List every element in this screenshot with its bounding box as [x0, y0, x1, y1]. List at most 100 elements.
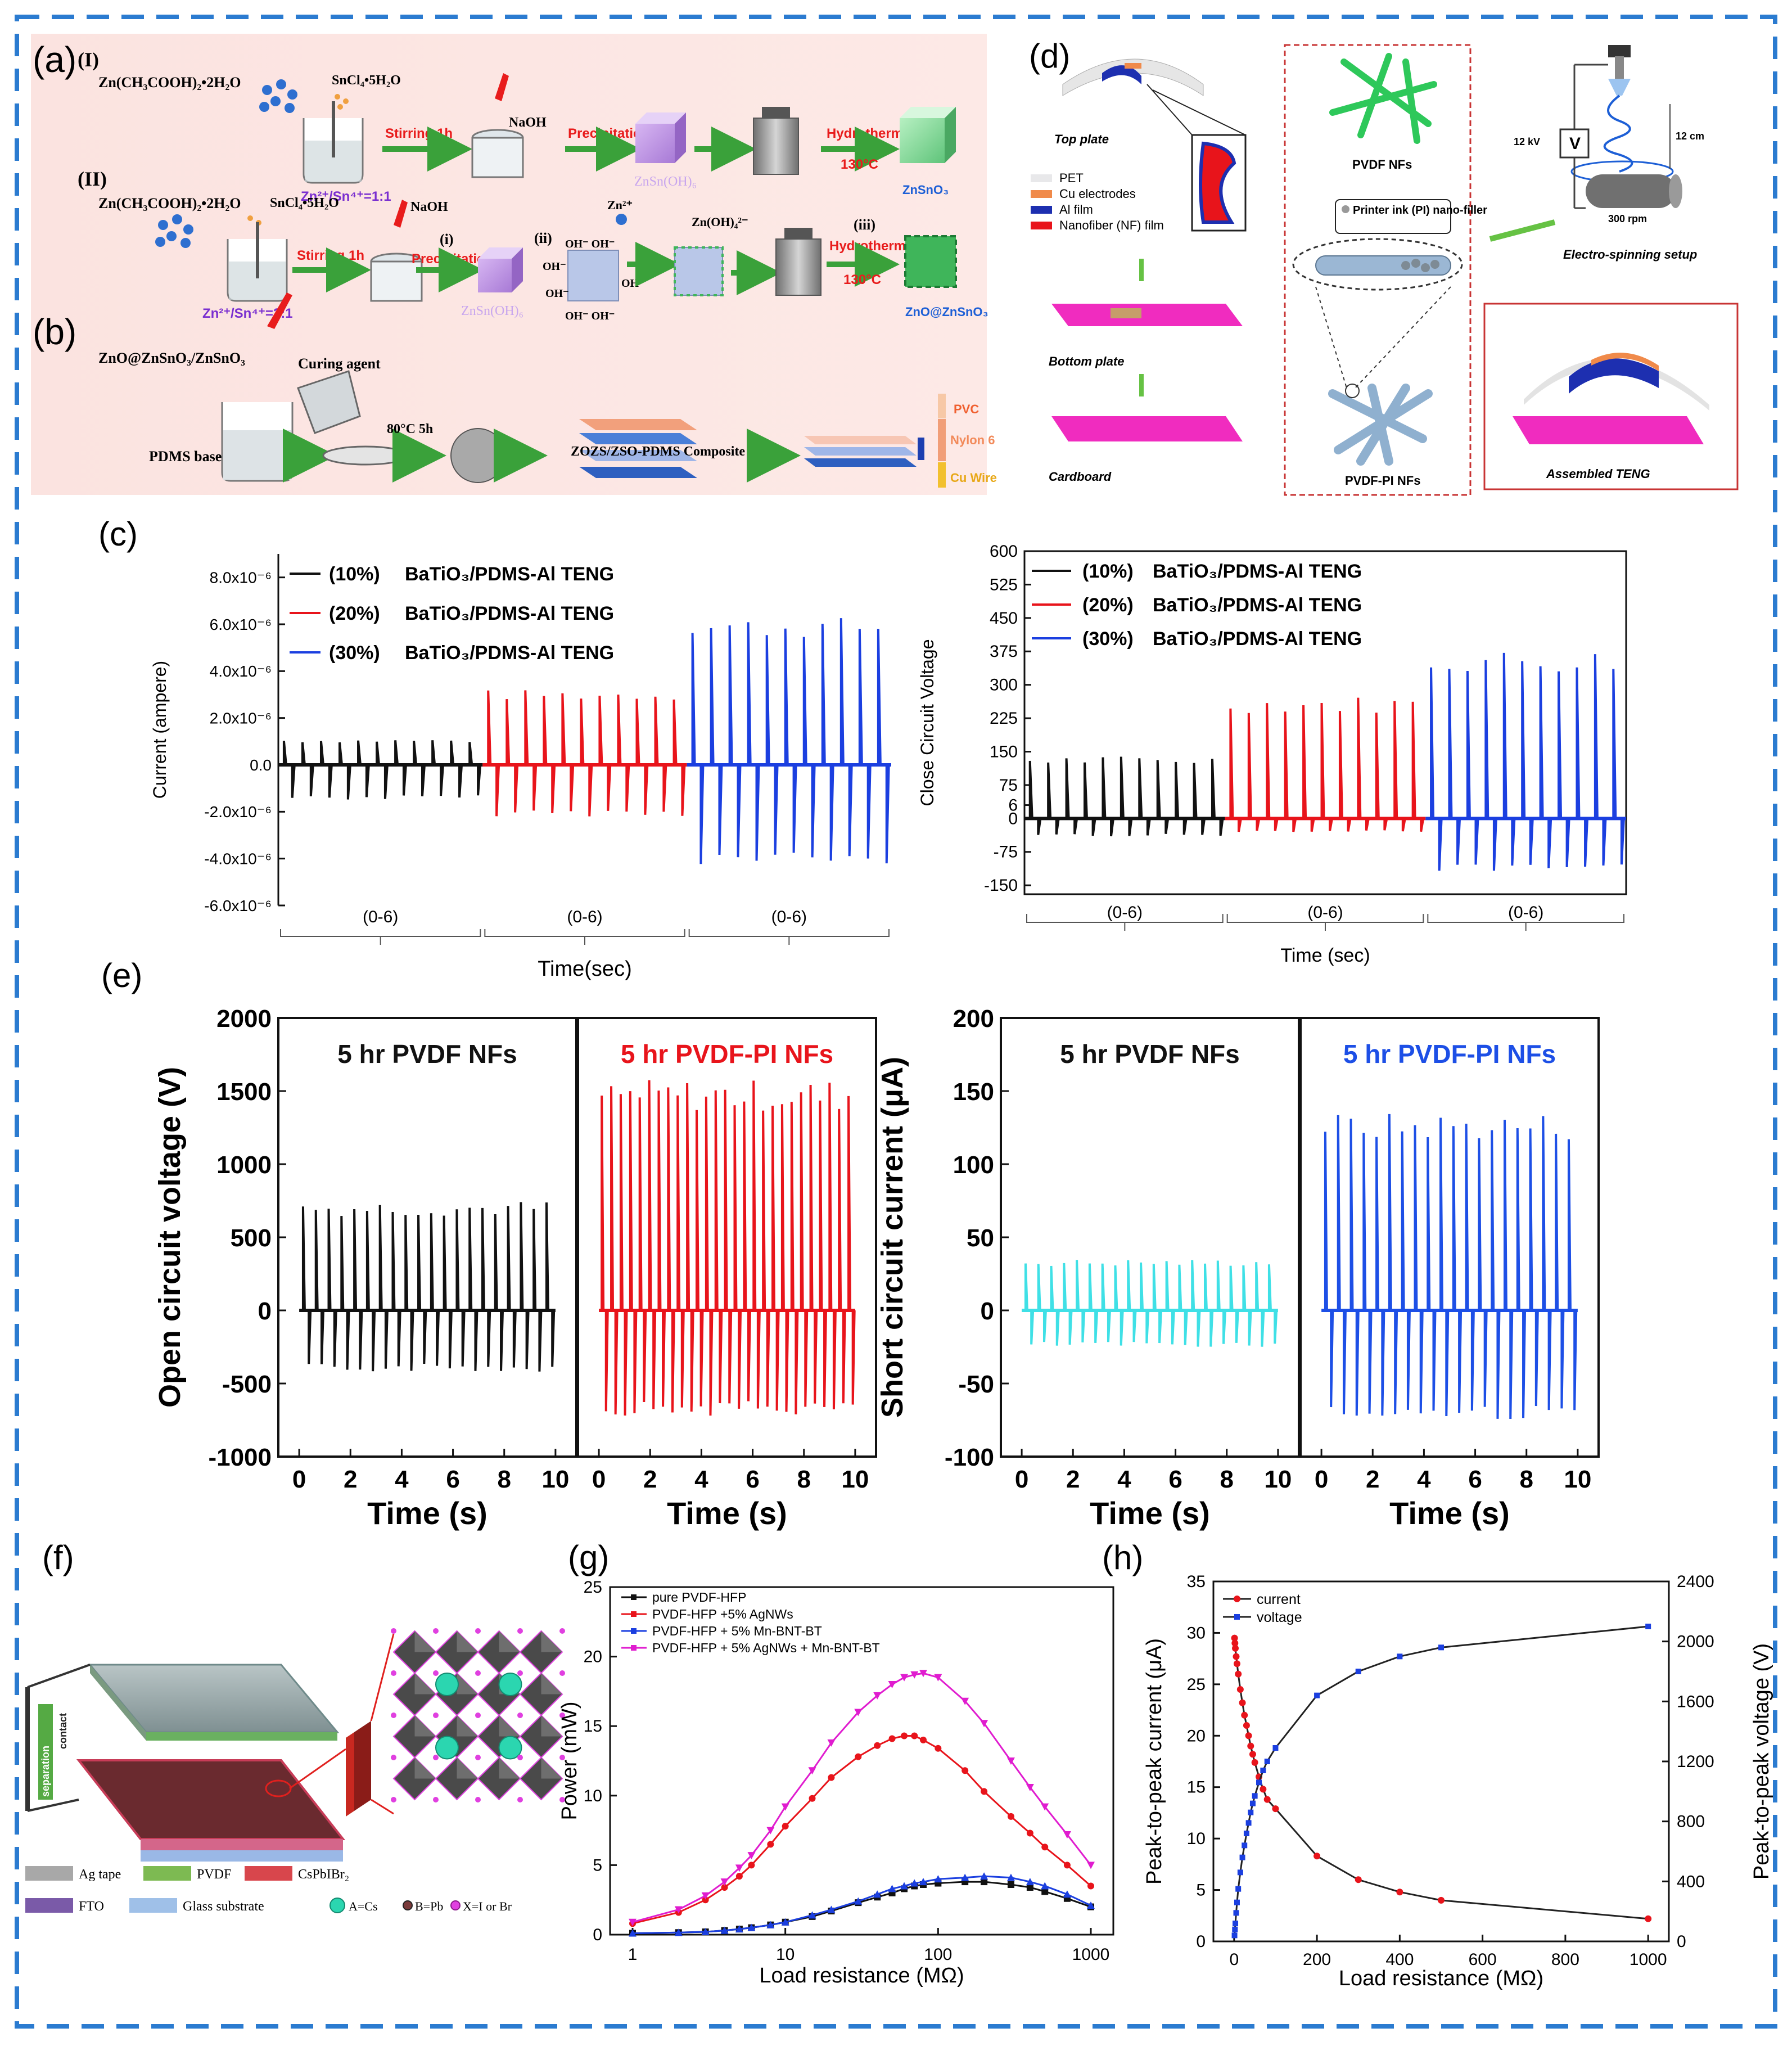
c-right-y-tick-label: 450: [990, 609, 1018, 628]
circuit-wire-top: [27, 1664, 91, 1688]
h-point-voltage: [1314, 1692, 1320, 1698]
g-point: [701, 1928, 710, 1936]
g-point: [911, 1732, 918, 1739]
chart-g: 1 10 100 1000 0 5 10 15 20 25 pure PVDF-HFP PVDF-HF…: [558, 1578, 1114, 1988]
g-point: [854, 1897, 863, 1905]
legend-cu-electrodes: Cu electrodes: [1059, 187, 1136, 201]
g-point: [1006, 1757, 1015, 1765]
g-point: [1026, 1878, 1034, 1886]
h-y-tick-label: 0: [1196, 1932, 1206, 1951]
legend-nf-film: Nanofiber (NF) film: [1059, 218, 1164, 232]
c-left-y-tick-label: -4.0x10⁻⁶: [204, 850, 272, 867]
h-point-current: [1232, 1644, 1239, 1652]
g-point: [1087, 1901, 1095, 1909]
g-point: [1006, 1873, 1015, 1881]
g-point: [1063, 1831, 1071, 1839]
zoom-dash-2: [1355, 286, 1451, 389]
h-point-voltage: [1645, 1624, 1651, 1629]
g-point: [674, 1928, 683, 1936]
g-point: [919, 1878, 928, 1886]
g-point: [808, 1767, 816, 1775]
c-right-segment-label: (0-6): [1307, 903, 1343, 922]
g-point: [854, 1709, 863, 1716]
h-y-tick-label: 25: [1187, 1675, 1206, 1694]
panel-label-d: (d): [1029, 37, 1070, 75]
stirring-label-1: Stirring 1h: [385, 126, 453, 141]
g-point: [702, 1896, 709, 1904]
halide-atom: [391, 1755, 396, 1760]
nanofiber-cylinder: [1315, 255, 1451, 276]
h-point-voltage: [1239, 1854, 1245, 1860]
h-y-tick-label: 10: [1187, 1829, 1206, 1848]
znsno3-label: ZnSnO₃: [902, 183, 949, 197]
e-right-x-tick-label: 6: [1168, 1466, 1182, 1493]
h-y-tick-label: 5: [1196, 1881, 1206, 1900]
h-point-current: [1355, 1876, 1362, 1883]
cu-wire-label: Cu Wire: [950, 471, 997, 485]
assembled-teng-box: [1483, 303, 1739, 490]
octahedron-face: [541, 1631, 562, 1652]
legend-al-film: Al film: [1059, 202, 1093, 217]
zoom-line-f2: [370, 1633, 395, 1721]
c-left-y-tick-label: -6.0x10⁻⁶: [204, 897, 272, 914]
c-right-bracket: [1026, 914, 1224, 931]
naoh-label-1: NaOH: [509, 115, 547, 130]
h-point-current: [1235, 1670, 1242, 1678]
panel-d: (d) Top plate PET Cu electrodes Al film …: [1029, 37, 1739, 496]
top-plate-illustration: [1062, 58, 1204, 96]
c-right-y-tick-label: -75: [994, 843, 1018, 862]
e-left-x-tick-label: 0: [292, 1466, 306, 1493]
g-point: [781, 1918, 789, 1926]
h-point-current: [1272, 1805, 1279, 1813]
halide-atom: [391, 1797, 396, 1802]
cs-atom: [435, 1736, 459, 1760]
h-point-current: [1241, 1711, 1248, 1719]
step-iii-label: (iii): [854, 217, 875, 233]
c-right-segment-label: (0-6): [1508, 903, 1543, 922]
e-left-x-tick-label: 4: [395, 1466, 409, 1493]
h-point-current: [1233, 1653, 1240, 1660]
c-right-ylabel: Close Circuit Voltage: [917, 639, 937, 806]
g-point: [935, 1745, 942, 1752]
g-y-tick-label: 20: [584, 1648, 602, 1666]
e-left-xlabel: Time (s): [667, 1495, 787, 1531]
e-right-x-tick-label: 2: [1066, 1466, 1080, 1493]
octahedron-face: [414, 1715, 436, 1737]
c-left-y-tick-label: -2.0x10⁻⁶: [204, 803, 272, 821]
c-left-legend-label: BaTiO₃/PDMS-Al TENG: [405, 564, 614, 585]
h-point-voltage: [1397, 1653, 1403, 1660]
g-point: [1026, 1883, 1033, 1891]
legend-atom-a: A=Cs: [349, 1899, 378, 1913]
bottom-plate-electrode: [1111, 308, 1141, 318]
e-left-x-tick-label: 8: [497, 1466, 511, 1493]
e-right-y-tick-label: 150: [953, 1078, 994, 1106]
g-point: [808, 1911, 816, 1919]
h-point-voltage: [1438, 1644, 1444, 1651]
plot-frame: [609, 1586, 1114, 1936]
zno-composite-label: ZnO@ZnSnO₃/ZnSnO₃: [98, 350, 245, 366]
c-right-y-tick-label: 150: [990, 742, 1018, 761]
g-point: [721, 1883, 728, 1891]
g-point: [1041, 1882, 1049, 1890]
e-left-series-title: 5 hr PVDF-PI NFs: [621, 1039, 833, 1069]
halide-atom: [559, 1755, 565, 1760]
h-point-voltage: [1256, 1779, 1262, 1786]
pvc-swatch: [938, 394, 946, 418]
panel-h: (h) 0 200 400 600 800 1000 0 5 10 15 20 25 30 35 0 400 8…: [1102, 1539, 1773, 1990]
legend-pvdf: PVDF: [197, 1867, 231, 1882]
stirring-label-2: Stirring 1h: [297, 248, 364, 263]
octahedron-face: [541, 1715, 562, 1737]
electrospinning-setup: [1559, 45, 1682, 209]
h-point-current: [1231, 1639, 1239, 1647]
hydroxylated-cube: [567, 250, 619, 301]
g-point: [629, 1929, 637, 1937]
pvdf-pi-nfs-label: PVDF-PI NFs: [1345, 474, 1420, 488]
crystal-shard-side: [346, 1732, 354, 1817]
g-legend-marker: [631, 1645, 637, 1651]
assembled-teng: [1513, 353, 1709, 444]
c-left-y-tick-label: 2.0x10⁻⁶: [210, 709, 272, 727]
zinc-acetate-label-2: Zn(CH₃COOH)₂•2H₂O: [98, 195, 241, 211]
e-left-series-title: 5 hr PVDF NFs: [337, 1039, 517, 1069]
c-left-xlabel: Time(sec): [538, 957, 631, 981]
